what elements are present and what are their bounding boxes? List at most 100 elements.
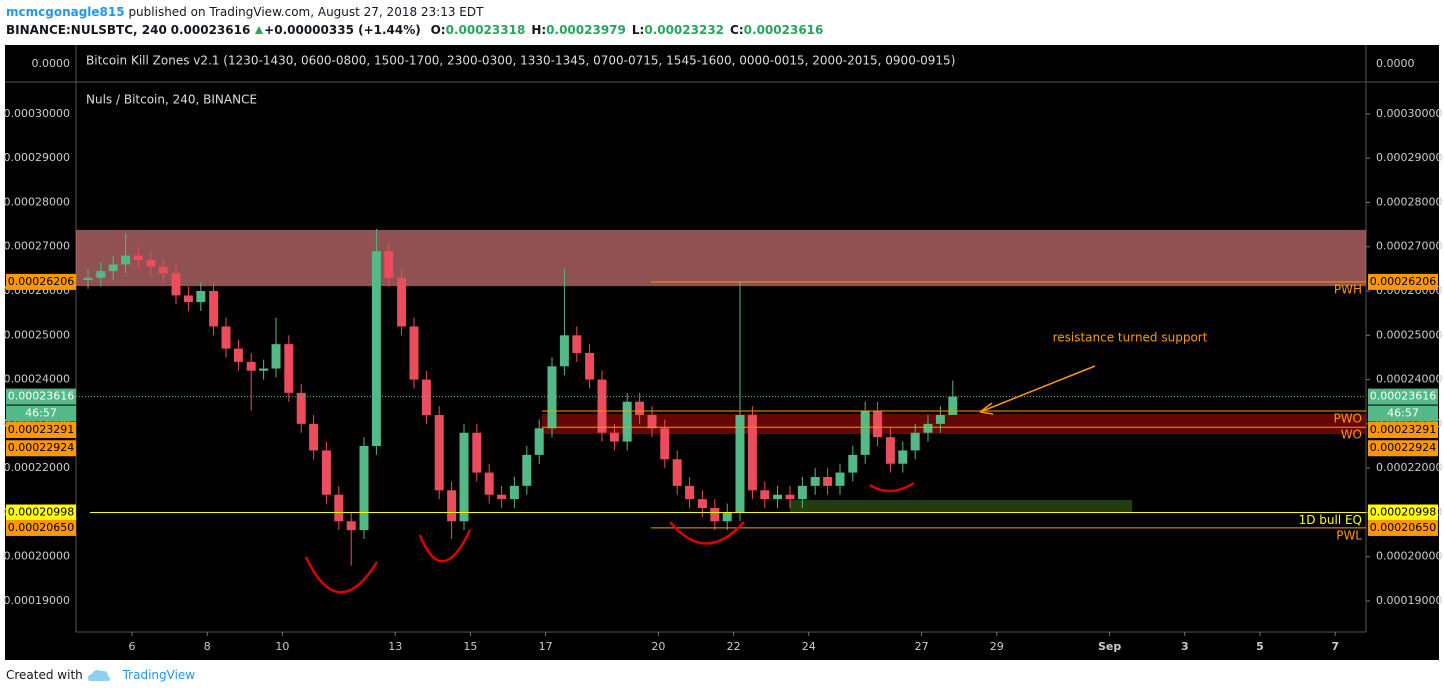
candle-body — [271, 344, 281, 369]
countdown: 46:57 — [1387, 407, 1419, 420]
candle-body — [585, 353, 595, 380]
candle-body — [597, 379, 607, 433]
candle-body — [685, 485, 695, 500]
candle-body — [334, 494, 344, 522]
level-label-box — [1368, 504, 1438, 521]
header-line: mcmcgonagle815 published on TradingView.… — [6, 3, 823, 21]
x-tick-label: 8 — [204, 640, 211, 653]
x-tick-label: 6 — [129, 640, 136, 653]
candle-body — [622, 401, 632, 442]
annotation-arrowhead — [979, 402, 994, 415]
level-label: 0.00022924 — [1370, 441, 1436, 454]
candle-body — [534, 428, 544, 455]
last-price-label: 0.00023616 — [8, 390, 74, 403]
candle-body — [747, 415, 757, 491]
x-tick-label: 7 — [1331, 640, 1339, 653]
author[interactable]: mcmcgonagle815 — [6, 5, 125, 19]
candle-body — [935, 415, 945, 424]
candle-body — [647, 415, 657, 429]
last-price-label: 0.00023616 — [1370, 390, 1436, 403]
level-label: 0.00023291 — [8, 423, 74, 436]
candle-body — [409, 326, 419, 380]
candle-body — [873, 410, 883, 438]
y-tick-label: 0.00020000 — [4, 550, 70, 563]
candle-body — [860, 410, 870, 455]
x-tick-label: 17 — [539, 640, 553, 653]
brand[interactable]: TradingView — [122, 668, 196, 682]
candle-body — [635, 401, 645, 416]
candle-body — [121, 255, 131, 265]
candle-body — [108, 264, 118, 272]
candle-body — [898, 450, 908, 464]
candle-body — [697, 499, 707, 509]
candle-body — [209, 291, 219, 327]
indicator-scale-label: 0.0000 — [1376, 57, 1415, 70]
x-tick-label: 29 — [990, 640, 1004, 653]
candle-body — [672, 459, 682, 486]
candle-body — [133, 255, 143, 261]
candle-body — [735, 415, 745, 513]
y-tick-label: 0.00022000 — [4, 461, 70, 474]
level-label: 0.00020998 — [1370, 506, 1436, 519]
ohlc-label: C: — [730, 23, 744, 37]
candle-body — [609, 432, 619, 442]
y-tick-label: 0.00029000 — [1376, 151, 1442, 164]
pattern-curve — [418, 529, 472, 563]
candle-body — [509, 485, 519, 500]
candle-body — [923, 423, 933, 433]
level-label-box — [6, 504, 76, 521]
candle-body — [722, 512, 732, 522]
y-tick-label: 0.00024000 — [4, 373, 70, 386]
candle-body — [773, 494, 783, 500]
candle-body — [221, 326, 231, 349]
level-label: 0.00023291 — [1370, 423, 1436, 436]
candle-body — [484, 472, 494, 495]
level-label: 0.00020650 — [1370, 521, 1436, 534]
level-label: 0.00020650 — [8, 521, 74, 534]
countdown: 46:57 — [25, 407, 57, 420]
last-price: 0.00023616 — [170, 23, 251, 37]
y-tick-label: 0.00025000 — [4, 328, 70, 341]
candle-body — [848, 454, 858, 473]
countdown-box — [6, 405, 76, 422]
footer-text: Created with — [6, 668, 83, 682]
candle-body — [572, 335, 582, 354]
level-label: 0.00020998 — [8, 506, 74, 519]
candle-body — [309, 423, 319, 451]
y-tick-label: 0.00029000 — [4, 151, 70, 164]
level-label: 0.00022924 — [8, 441, 74, 454]
y-tick-label: 0.00028000 — [1376, 195, 1442, 208]
indicator-title: Bitcoin Kill Zones v2.1 (1230-1430, 0600… — [86, 54, 955, 68]
level-label-box — [1368, 421, 1438, 438]
annotation: resistance turned support — [1053, 331, 1208, 345]
ohlc-value: 0.00023979 — [546, 23, 626, 37]
y-tick-label: 0.00030000 — [1376, 107, 1442, 120]
level-label: 0.00026206 — [8, 275, 74, 288]
candle-body — [472, 432, 482, 473]
candle-body — [710, 508, 720, 522]
y-tick-label: 0.00027000 — [1376, 240, 1442, 253]
header-line: BINANCE:NULSBTC, 240 0.00023616 +0.00000… — [6, 21, 823, 39]
candle-body — [196, 291, 206, 303]
candle-body — [284, 344, 294, 393]
candle-body — [233, 348, 243, 362]
level-label-box — [1368, 440, 1438, 457]
candle-body — [797, 485, 807, 500]
pattern-curve — [869, 481, 915, 493]
countdown-box — [1368, 405, 1438, 422]
candle-body — [835, 472, 845, 486]
x-tick-label: 15 — [463, 640, 477, 653]
x-tick-label: 5 — [1256, 640, 1264, 653]
published: published on TradingView.com, August 27,… — [128, 5, 484, 19]
y-tick-label: 0.00030000 — [4, 107, 70, 120]
y-tick-label: 0.00022000 — [1376, 461, 1442, 474]
candle-body — [346, 521, 356, 531]
candle-body — [171, 273, 181, 296]
y-tick-label: 0.00019000 — [4, 594, 70, 607]
candle-body — [823, 477, 833, 486]
ohlc-label: O: — [430, 23, 446, 37]
candle-body — [810, 477, 820, 486]
y-tick-label: 0.00027000 — [4, 240, 70, 253]
ohlc-value: 0.00023318 — [445, 23, 526, 37]
